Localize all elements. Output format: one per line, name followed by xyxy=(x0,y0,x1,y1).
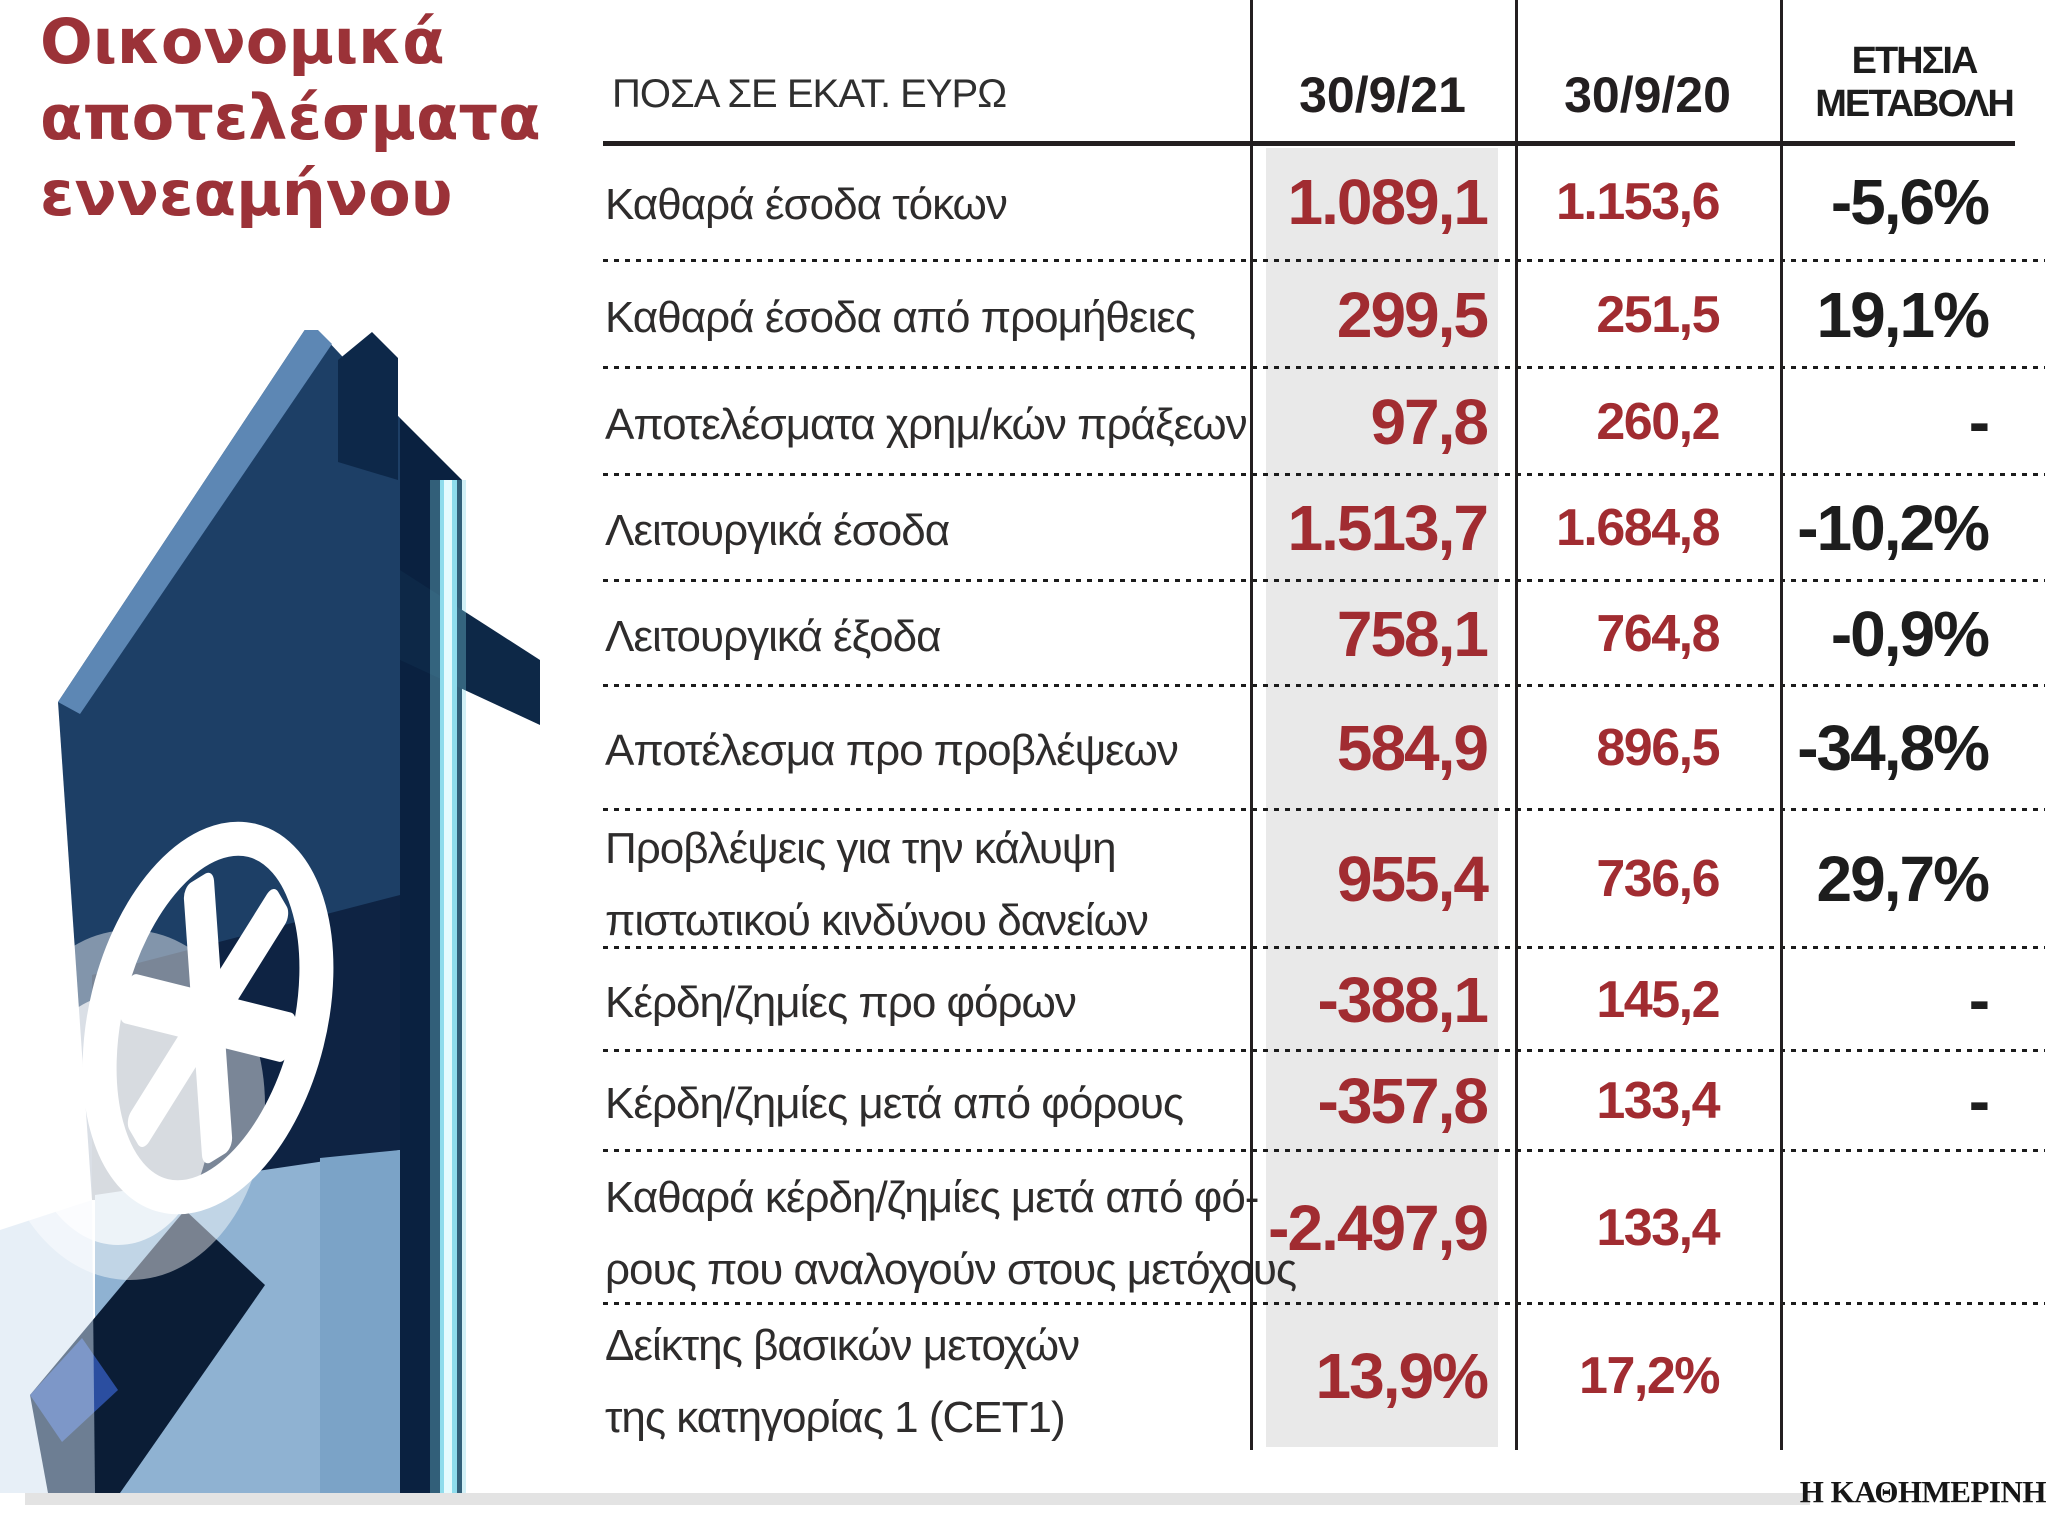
dotted-separator xyxy=(603,1049,2045,1052)
value-2021: 1.089,1 xyxy=(1287,166,1489,238)
change-value: -10,2% xyxy=(1797,492,1990,564)
value-2020: 1.153,6 xyxy=(1556,173,1721,231)
dotted-separator xyxy=(603,946,2045,949)
value-2020: 736,6 xyxy=(1596,850,1720,908)
table-row: Λειτουργικά έσοδα 1.513,7 1.684,8 -10,2% xyxy=(0,475,2048,581)
column-divider xyxy=(1515,0,1518,1450)
table-row: Αποτέλεσμα προ προβλέψεων 584,9 896,5 -3… xyxy=(0,686,2048,810)
value-2020: 145,2 xyxy=(1596,970,1720,1029)
neon-core xyxy=(444,480,452,1493)
change-value: - xyxy=(1968,963,1990,1036)
value-2021: 758,1 xyxy=(1336,597,1489,670)
logo-ring xyxy=(82,821,334,1215)
value-2021: 299,5 xyxy=(1336,278,1489,351)
page-title: Οικονομικά αποτελέσματα εννεαμήνου xyxy=(40,5,541,230)
table-row: Προβλέψεις για την κάλυψη πιστωτικού κιν… xyxy=(0,810,2048,948)
dotted-separator xyxy=(603,684,2045,687)
row-label: Προβλέψεις για την κάλυψη πιστωτικού κιν… xyxy=(605,823,1149,945)
value-2021: 97,8 xyxy=(1370,385,1489,458)
column-header-2020: 30/9/20 xyxy=(1564,67,1731,123)
newspaper-brand: Η ΚΑΘΗΜΕΡΙΝΗ xyxy=(1799,1474,2047,1509)
table-row: Δείκτης βασικών μετοχών της κατηγορίας 1… xyxy=(0,1304,2048,1447)
change-value: 29,7% xyxy=(1816,843,1990,915)
table-row: Καθαρά έσοδα από προμήθειες 299,5 251,5 … xyxy=(0,261,2048,368)
value-2021: -388,1 xyxy=(1317,963,1489,1036)
table-row: Κέρδη/ζημίες προ φόρων -388,1 145,2 - xyxy=(0,948,2048,1051)
value-2020: 133,4 xyxy=(1596,1198,1720,1257)
change-value: - xyxy=(1968,385,1990,458)
table-row: Καθαρά κέρδη/ζημίες μετά από φό- ρους πο… xyxy=(0,1151,2048,1304)
bank-sign-illustration xyxy=(0,322,540,1493)
column-divider xyxy=(1780,0,1783,1450)
dotted-separator xyxy=(603,579,2045,582)
dotted-separator xyxy=(603,1149,2045,1152)
value-2021: 13,9% xyxy=(1315,1339,1489,1412)
table-row: Καθαρά έσοδα τόκων 1.089,1 1.153,6 -5,6% xyxy=(0,143,2048,261)
value-2021: -357,8 xyxy=(1317,1065,1489,1137)
dotted-separator xyxy=(603,808,2045,811)
base-pillar-shade xyxy=(320,1150,400,1493)
dotted-separator xyxy=(603,473,2045,476)
change-value: 19,1% xyxy=(1816,278,1990,351)
row-label: Αποτέλεσμα προ προβλέψεων xyxy=(605,725,1179,775)
change-value: -0,9% xyxy=(1830,597,1990,670)
value-2020: 260,2 xyxy=(1596,392,1720,451)
value-2020: 17,2% xyxy=(1579,1346,1720,1405)
logo-asterisk xyxy=(120,872,296,1164)
value-2021: 1.513,7 xyxy=(1287,492,1489,564)
dotted-separator xyxy=(603,259,2045,262)
table-row: Κέρδη/ζημίες μετά από φόρους -357,8 133,… xyxy=(0,1051,2048,1151)
row-label: Καθαρά έσοδα από προμήθειες xyxy=(605,292,1196,342)
unit-label: ΠΟΣΑ ΣΕ ΕΚΑΤ. ΕΥΡΩ xyxy=(612,72,1007,116)
row-label: Κέρδη/ζημίες προ φόρων xyxy=(605,977,1077,1027)
header-rule xyxy=(603,141,2015,146)
change-value: -5,6% xyxy=(1830,166,1990,238)
dotted-separator xyxy=(603,1302,2045,1305)
row-label: Καθαρά έσοδα τόκων xyxy=(605,179,1008,229)
value-2020: 251,5 xyxy=(1596,285,1720,344)
row-label: Καθαρά κέρδη/ζημίες μετά από φό- ρους πο… xyxy=(605,1172,1297,1294)
change-value: - xyxy=(1968,1065,1990,1137)
column-header-2021: 30/9/21 xyxy=(1299,67,1466,123)
dotted-separator xyxy=(603,366,2045,369)
column-header-annual-change: ΕΤΗΣΙΑ ΜΕΤΑΒΟΛΗ xyxy=(1815,40,2015,125)
value-2020: 133,4 xyxy=(1596,1072,1720,1130)
ground-glow xyxy=(0,1200,95,1493)
row-label: Λειτουργικά έσοδα xyxy=(605,505,950,555)
row-label: Κέρδη/ζημίες μετά από φόρους xyxy=(605,1078,1184,1128)
value-2020: 764,8 xyxy=(1596,604,1720,663)
change-value: -34,8% xyxy=(1797,712,1990,784)
sign-roof-wedge xyxy=(400,570,540,725)
table-row: Λειτουργικά έξοδα 758,1 764,8 -0,9% xyxy=(0,581,2048,686)
highlight-band-2021 xyxy=(1266,148,1498,1447)
value-2021: -2.497,9 xyxy=(1268,1191,1489,1264)
sign-top-highlight xyxy=(58,322,332,714)
value-2021: 955,4 xyxy=(1336,843,1489,915)
sign-top-slab xyxy=(338,332,398,480)
table-row: Αποτελέσματα χρημ/κών πράξεων 97,8 260,2… xyxy=(0,368,2048,475)
value-2020: 1.684,8 xyxy=(1556,499,1721,557)
value-2021: 584,9 xyxy=(1336,712,1489,784)
row-label: Αποτελέσματα χρημ/κών πράξεων xyxy=(605,399,1248,449)
bank-sign-photo xyxy=(0,322,560,1493)
row-label: Δείκτης βασικών μετοχών της κατηγορίας 1… xyxy=(605,1320,1080,1442)
row-label: Λειτουργικά έξοδα xyxy=(605,611,942,661)
value-2020: 896,5 xyxy=(1596,719,1720,777)
footer-strip xyxy=(25,1493,1810,1505)
column-divider xyxy=(1250,0,1253,1450)
